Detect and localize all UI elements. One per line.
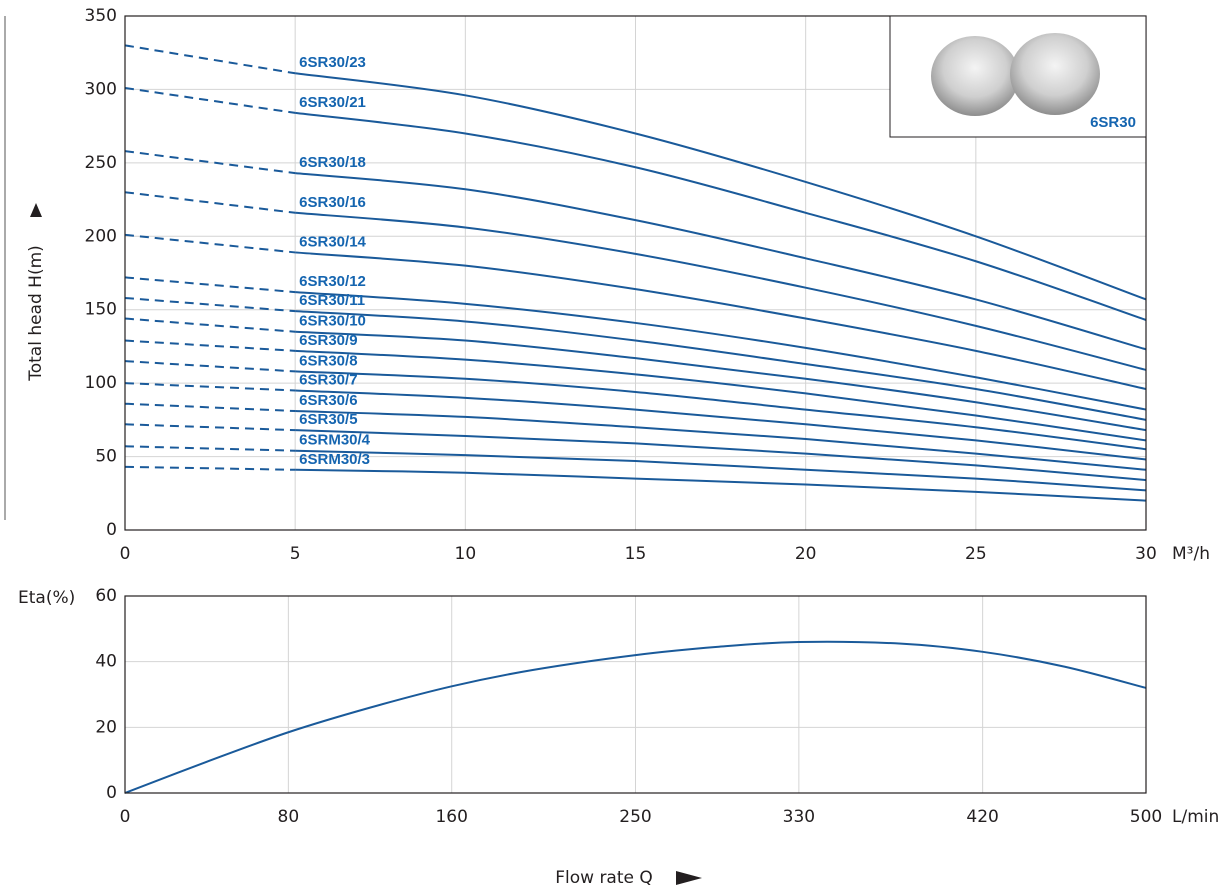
pump-curve bbox=[295, 330, 1147, 432]
pump-curve-extension bbox=[124, 150, 296, 175]
plot-area: 0 5 10 15 20 25 30050100150200250300350M³/h6SR… bbox=[18, 6, 1219, 888]
y-tick-label: 150 bbox=[85, 300, 117, 320]
curve-label: 6SR30/11 bbox=[299, 292, 365, 309]
y-tick-label: 350 bbox=[85, 6, 117, 26]
pump-curve bbox=[295, 370, 1147, 451]
pump-curve-extension bbox=[124, 276, 296, 294]
pump-curve-extension bbox=[124, 233, 296, 254]
pump-curve bbox=[295, 251, 1147, 390]
x-tick-label: 500 bbox=[1130, 807, 1162, 827]
curve-label: 6SR30/6 bbox=[299, 392, 357, 409]
plot-frame bbox=[124, 595, 1147, 794]
pump-curve bbox=[295, 410, 1147, 471]
pump-curve-extension bbox=[124, 360, 296, 373]
inset: 6SR30 bbox=[889, 15, 1147, 138]
x-tick-label: 30 bbox=[1135, 544, 1157, 564]
pump-curve bbox=[295, 310, 1147, 421]
pump-curve bbox=[295, 389, 1147, 461]
y-tick-label: 0 bbox=[106, 520, 117, 540]
pump-curve bbox=[295, 291, 1147, 411]
y-tick-label: 20 bbox=[95, 717, 117, 737]
curve-label: 6SR30/8 bbox=[299, 352, 357, 369]
y-tick-label: 50 bbox=[95, 447, 117, 467]
axis-arrow bbox=[30, 203, 42, 217]
pump-curve-extension bbox=[124, 44, 296, 75]
x-tick-label: 160 bbox=[435, 807, 467, 827]
x-tick-label: 80 bbox=[278, 807, 300, 827]
pump-image bbox=[931, 36, 1019, 116]
pump-curve-extension bbox=[124, 296, 296, 313]
axis-arrow bbox=[676, 871, 702, 885]
curve-label: 6SR30/9 bbox=[299, 332, 357, 349]
y-tick-label: 100 bbox=[85, 373, 117, 393]
curve-label: 6SR30/7 bbox=[299, 371, 357, 388]
x-unit: L/min bbox=[1172, 807, 1219, 827]
pump-curve bbox=[295, 72, 1147, 301]
curve-label: 6SR30/10 bbox=[299, 313, 366, 330]
x-tick-label: 25 bbox=[965, 544, 987, 564]
curve-label: 6SRM30/3 bbox=[299, 451, 370, 468]
x-tick-label: 10 bbox=[455, 544, 477, 564]
y-tick-label: 250 bbox=[85, 153, 117, 173]
y-tick-label: 40 bbox=[95, 652, 117, 672]
x-axis-label: Flow rate Q bbox=[555, 868, 653, 888]
plot-frame bbox=[124, 15, 1147, 531]
pump-curve bbox=[295, 449, 1147, 492]
pump-curve-extension bbox=[124, 317, 296, 333]
y-axis-label: Total head H(m) bbox=[26, 245, 46, 382]
x-tick-label: 20 bbox=[795, 544, 817, 564]
curve-label: 6SR30/21 bbox=[299, 94, 366, 111]
y-tick-label: 200 bbox=[85, 226, 117, 246]
pump-curve-extension bbox=[124, 191, 296, 214]
inset-label: 6SR30 bbox=[1090, 114, 1136, 131]
curve-label: 6SRM30/4 bbox=[299, 432, 371, 449]
curve-label: 6SR30/16 bbox=[299, 194, 366, 211]
x-tick-label: 250 bbox=[619, 807, 651, 827]
curve-label: 6SR30/5 bbox=[299, 411, 357, 428]
x-tick-label: 15 bbox=[625, 544, 647, 564]
pump-curve-extension bbox=[124, 465, 296, 471]
x-tick-label: 330 bbox=[783, 807, 815, 827]
x-tick-label: 0 bbox=[120, 807, 131, 827]
y-axis-label: Eta(%) bbox=[18, 588, 75, 608]
curve-label: 6SR30/18 bbox=[299, 154, 366, 171]
pump-curve bbox=[295, 172, 1147, 351]
y-tick-label: 300 bbox=[85, 79, 117, 99]
y-tick-label: 0 bbox=[106, 783, 117, 803]
pump-image bbox=[1010, 33, 1100, 115]
pump-curve bbox=[295, 429, 1147, 482]
pump-curve-extension bbox=[124, 445, 296, 452]
pump-curve bbox=[295, 468, 1147, 502]
pump-curve bbox=[295, 349, 1147, 442]
x-tick-label: 5 bbox=[290, 544, 301, 564]
curve-label: 6SR30/12 bbox=[299, 273, 366, 290]
pump-curve bbox=[295, 111, 1147, 321]
pump-curve bbox=[295, 211, 1147, 371]
pump-curve-extension bbox=[124, 402, 296, 413]
pump-curve-extension bbox=[124, 423, 296, 432]
pump-curve-extension bbox=[124, 382, 296, 392]
x-tick-label: 0 bbox=[120, 544, 131, 564]
curve-label: 6SR30/14 bbox=[299, 233, 366, 250]
pump-curve-extension bbox=[124, 86, 296, 114]
x-tick-label: 420 bbox=[966, 807, 998, 827]
y-tick-label: 60 bbox=[95, 586, 117, 606]
curve-label: 6SR30/23 bbox=[299, 54, 366, 71]
efficiency-curve bbox=[124, 640, 1147, 794]
pump-curve-extension bbox=[124, 339, 296, 352]
x-unit: M³/h bbox=[1172, 544, 1210, 564]
